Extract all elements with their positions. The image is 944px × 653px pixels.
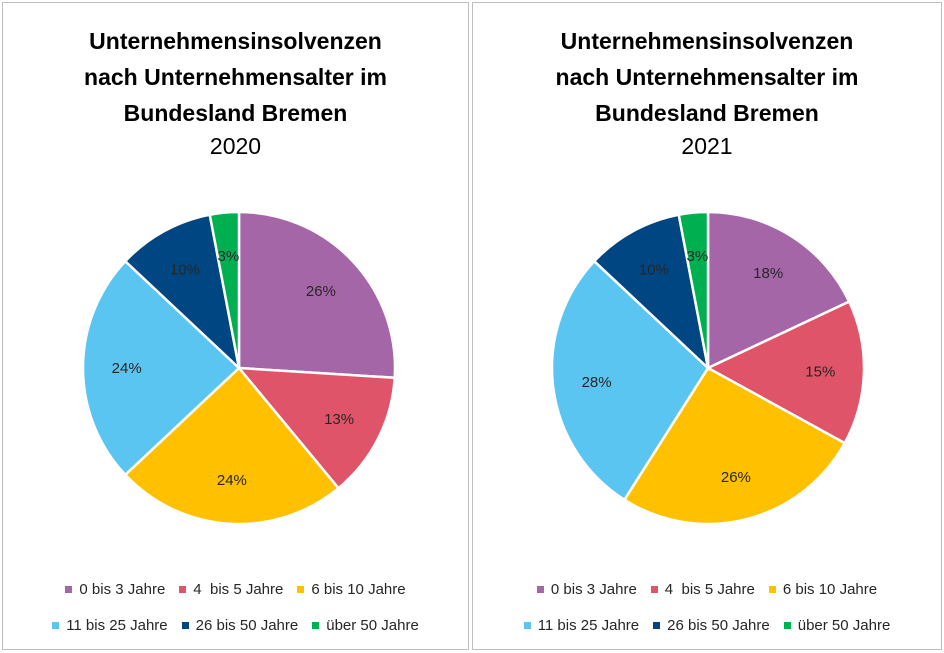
legend-swatch: [179, 586, 187, 593]
legend-item: 6 bis 10 Jahre: [768, 581, 878, 598]
legend-label: 11 bis 25 Jahre: [537, 617, 640, 634]
pie-slice: [622, 366, 847, 526]
pie-data-label: 10%: [170, 262, 200, 279]
legend-item: 6 bis 10 Jahre: [297, 581, 406, 598]
chart-panel-2021: Unternehmensinsolvenzen nach Unternehmen…: [472, 2, 942, 650]
legend-label: 4 bis 5 Jahre: [193, 581, 284, 598]
legend-swatch: [52, 622, 60, 629]
chart-title: Unternehmensinsolvenzen nach Unternehmen…: [473, 23, 941, 131]
legend-item: 11 bis 25 Jahre: [523, 617, 640, 634]
legend-swatch: [653, 622, 661, 629]
legend-swatch: [783, 622, 791, 629]
legend-item: über 50 Jahre: [312, 617, 419, 634]
chart-title-line: nach Unternehmensalter im: [84, 64, 387, 90]
legend-row: 11 bis 25 Jahre 26 bis 50 Jahre über 50 …: [3, 617, 468, 634]
pie-slice: [705, 299, 866, 445]
pie-slice: [550, 259, 710, 502]
legend-item: 26 bis 50 Jahre: [653, 617, 770, 634]
chart-subtitle-year: 2021: [681, 133, 733, 159]
legend-row: 11 bis 25 Jahre 26 bis 50 Jahre über 50 …: [473, 617, 941, 634]
chart-panel-2020: Unternehmensinsolvenzen nach Unternehmen…: [2, 2, 469, 650]
chart-subtitle-year: 2020: [209, 133, 262, 159]
legend-label: über 50 Jahre: [326, 617, 419, 634]
chart-title-line: Bundesland Bremen: [123, 100, 348, 126]
legend-row: 0 bis 3 Jahre 4 bis 5 Jahre 6 bis 10 Jah…: [3, 581, 468, 598]
pie-data-label: 26%: [721, 469, 751, 486]
legend-item: 0 bis 3 Jahre: [65, 581, 165, 598]
legend-label: 0 bis 3 Jahre: [79, 581, 166, 598]
legend-swatch: [536, 586, 544, 593]
pie-slice: [592, 213, 710, 372]
pie-slice: [123, 213, 241, 372]
legend-item: 4 bis 5 Jahre: [650, 581, 755, 598]
pie-slice: [208, 210, 241, 369]
legend-label: 4 bis 5 Jahre: [664, 581, 755, 598]
legend-label: über 50 Jahre: [797, 617, 891, 634]
legend-label: 11 bis 25 Jahre: [66, 617, 168, 634]
pie-slice: [81, 259, 241, 477]
pie-data-label: 24%: [112, 360, 142, 377]
chart-title-line: Unternehmensinsolvenzen: [89, 28, 382, 54]
legend-swatch: [181, 622, 189, 629]
chart-title-line: Unternehmensinsolvenzen: [560, 28, 854, 54]
legend-item: über 50 Jahre: [783, 617, 891, 634]
chart-title-line: Bundesland Bremen: [595, 100, 819, 126]
legend-item: 4 bis 5 Jahre: [179, 581, 283, 598]
pie-data-label: 3%: [218, 248, 240, 265]
pie-slice: [706, 210, 851, 370]
legend-item: 11 bis 25 Jahre: [52, 617, 168, 634]
legend-label: 26 bis 50 Jahre: [195, 617, 299, 634]
legend-swatch: [312, 622, 320, 629]
legend-item: 0 bis 3 Jahre: [536, 581, 637, 598]
pie-chart-2021: 18% 15% 26% 28% 10% 3%: [550, 210, 866, 526]
pie-data-label: 3%: [687, 248, 709, 265]
pie-data-label: 15%: [805, 364, 835, 381]
pie-slice: [123, 366, 341, 526]
pie-data-label: 24%: [217, 472, 247, 489]
pie-chart-2020: 26% 13% 24% 24% 10% 3%: [81, 210, 397, 526]
legend-label: 26 bis 50 Jahre: [667, 617, 770, 634]
pie-slice: [236, 366, 397, 490]
legend-swatch: [297, 586, 305, 593]
pie-data-label: 26%: [306, 283, 336, 300]
chart-title-line: nach Unternehmensalter im: [555, 64, 859, 90]
legend-swatch: [523, 622, 531, 629]
legend-label: 0 bis 3 Jahre: [550, 581, 637, 598]
pie-slice: [237, 210, 397, 380]
chart-title: Unternehmensinsolvenzen nach Unternehmen…: [3, 23, 468, 131]
legend-label: 6 bis 10 Jahre: [782, 581, 878, 598]
legend-swatch: [768, 586, 776, 593]
legend-swatch: [65, 586, 73, 593]
pie-slice: [677, 210, 710, 369]
legend-row: 0 bis 3 Jahre 4 bis 5 Jahre 6 bis 10 Jah…: [473, 581, 941, 598]
pie-data-label: 13%: [324, 411, 354, 428]
legend-swatch: [650, 586, 658, 593]
legend-label: 6 bis 10 Jahre: [311, 581, 406, 598]
pie-data-label: 10%: [639, 262, 669, 279]
legend-item: 26 bis 50 Jahre: [181, 617, 299, 634]
pie-data-label: 18%: [753, 265, 783, 282]
pie-data-label: 28%: [582, 374, 612, 391]
